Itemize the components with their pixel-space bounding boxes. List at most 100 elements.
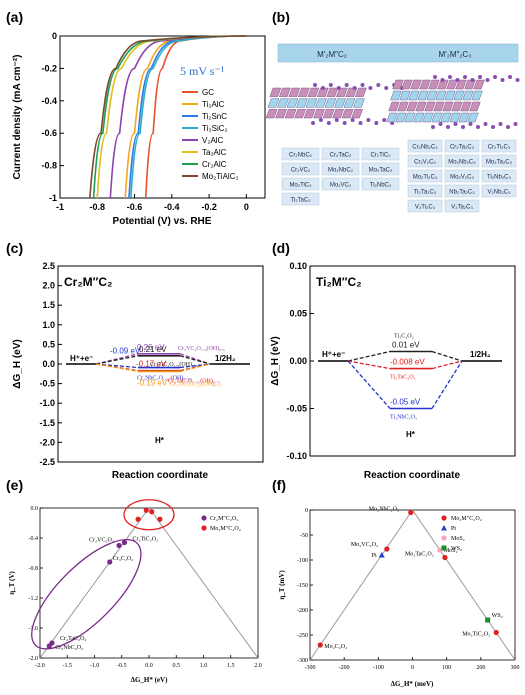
- panel-a-legend-label: GC: [202, 88, 214, 97]
- panel-c-letter: (c): [6, 240, 23, 256]
- panel-e-legend: Cr₂M″C₂O₂ Mo₂M″C₂O₂: [201, 515, 241, 532]
- structure-octahedron: [426, 90, 438, 101]
- tile-box: [281, 177, 320, 191]
- structure-octahedron: [392, 79, 404, 90]
- tile-Nb₂Ta₂C₃: Nb₂Ta₂C₃: [444, 184, 480, 198]
- panel-f-point: [485, 617, 491, 623]
- tile-Cr₂NbC₂: Cr₂NbC₂: [281, 147, 320, 161]
- panel-e-ytick-label: 0.0: [31, 506, 39, 512]
- structure-atom: [513, 122, 518, 126]
- tile-Mo₂V₂C₃: Mo₂V₂C₃: [444, 169, 480, 183]
- panel-f-point: [378, 552, 385, 558]
- structure-octahedron: [404, 112, 416, 123]
- tile-label: Ti₂Nb₂C₃: [487, 175, 511, 181]
- structure-atom: [342, 121, 347, 125]
- panel-b-header-right: M′₂M″₂C₃: [439, 50, 472, 59]
- panel-a-ytick-label: -0.2: [41, 63, 57, 73]
- panel-c: (c) Cr₂M″C₂ 2.5 2.0 1.5 1.0 0.5 0.0 -0.5 -1.0 -1…: [6, 240, 264, 481]
- panel-e-plot: Cr₂VC₂O₂ Cr₂TiC₂O₂ Cr₃C₂O₂ Cr₂TaC₂O₂ Cr₂NbC₂…: [31, 499, 259, 659]
- panel-a-ytick-label: -0.6: [41, 128, 57, 138]
- panel-d-ytick-label: -0.05: [286, 404, 307, 414]
- structure-atom: [358, 121, 363, 125]
- panel-c-species-label: Cr₂TaC₂O₁.₂₅(OH)₀.₇₅: [168, 378, 221, 385]
- panel-d-connector: [347, 360, 391, 370]
- panel-c-value-label: -0.17 eV: [136, 360, 167, 369]
- structure-octahedron: [305, 98, 318, 108]
- structure-octahedron: [296, 98, 308, 108]
- panel-e-ytick-label: -1.2: [29, 596, 39, 602]
- panel-d-value-label: 0.01 eV: [392, 341, 420, 350]
- tile-label: Cr₂NbC₂: [289, 153, 313, 159]
- panel-a: (a) -1 -0.8 -0.6 -0.4 -0.2 0 0 -0.2 -0.4 -0.6 -0.8…: [6, 9, 266, 227]
- panel-f-legend-marker: [441, 535, 447, 541]
- panel-f-point-label: MoS₂: [444, 548, 458, 554]
- structure-octahedron: [440, 112, 452, 123]
- panel-d-ytick-label: 0.00: [289, 356, 307, 366]
- structure-atom: [498, 122, 503, 126]
- structure-atom: [500, 78, 505, 82]
- tile-box: [444, 154, 480, 168]
- panel-f-xlabel: ΔG_H* (meV): [391, 680, 434, 688]
- panel-e-point: [121, 539, 128, 546]
- tile-Cr₂VC₂: Cr₂VC₂: [281, 162, 320, 176]
- structure-octahedron: [431, 112, 443, 123]
- panel-f-ytick-label: -200: [297, 608, 308, 614]
- panel-c-ytick-label: -0.5: [39, 379, 55, 389]
- structure-octahedron: [397, 101, 409, 112]
- structure-atom: [461, 125, 465, 129]
- panel-f-legend-label: Mo₂M″C₂O₂: [451, 516, 482, 522]
- panel-f-ytick-label: -250: [297, 633, 308, 639]
- tile-label: Cr₂Ta₂C₃: [450, 145, 475, 151]
- panel-d-title: Ti₂M″C₂: [316, 275, 362, 289]
- tile-label: Cr₂TaC₂: [330, 153, 352, 159]
- panel-a-ylabel: Current density (mA cm⁻²): [12, 55, 23, 180]
- panel-f-legend-label: WS₂: [451, 546, 462, 552]
- structure-atom: [440, 78, 445, 82]
- panel-a-xlabel: Potential (V) vs. RHE: [113, 216, 212, 227]
- structure-octahedron: [469, 101, 481, 112]
- tile-box: [407, 139, 443, 153]
- tile-label: Mo₂Ti₂C₃: [413, 175, 438, 181]
- panel-c-ytick-label: -1.0: [39, 398, 55, 408]
- panel-e-ytick-label: -0.4: [29, 536, 39, 542]
- panel-e-xtick-label: 0.0: [145, 663, 153, 669]
- structure-octahedron: [460, 101, 472, 112]
- tile-label: Nb₂Ta₂C₃: [449, 190, 475, 196]
- panel-f-point-label: Pt: [372, 553, 377, 559]
- structure-atom: [328, 83, 333, 87]
- panel-f-point: [493, 629, 499, 636]
- tile-Cr₂V₂C₃: Cr₂V₂C₃: [407, 154, 443, 168]
- panel-f-point-label: Mo₂VC₂O₂: [351, 542, 378, 548]
- structure-atom: [493, 75, 497, 79]
- tile-Ti₂Ta₂C₃: Ti₂Ta₂C₃: [407, 184, 443, 198]
- structure-atom: [448, 75, 452, 79]
- panel-b-crystal-structures: [265, 75, 520, 129]
- structure-octahedron: [399, 90, 411, 101]
- tile-box: [481, 139, 517, 153]
- panel-f-legend-marker: [441, 515, 447, 521]
- structure-atom: [506, 125, 510, 129]
- tile-box: [407, 199, 443, 213]
- structure-octahedron: [303, 109, 316, 119]
- structure-atom: [478, 75, 482, 79]
- panel-d-xlabel: Reaction coordinate: [364, 470, 461, 481]
- panel-c-species-label: Cr₂NbC₂O₁.₂₅(OH)₀.₇₅: [137, 375, 191, 382]
- panel-d-connector: [431, 360, 463, 409]
- panel-e-point: [149, 509, 155, 515]
- panel-e-cr-group-ellipse: [31, 538, 142, 650]
- tile-box: [444, 184, 480, 198]
- structure-octahedron: [428, 79, 440, 90]
- structure-octahedron: [351, 109, 363, 119]
- structure-octahedron: [269, 87, 282, 97]
- tile-label: Mo₂Ta₂C₃: [486, 160, 513, 166]
- panel-e-xtick-label: 0.5: [173, 663, 181, 669]
- structure-atom: [483, 122, 488, 126]
- structure-atom: [431, 125, 435, 129]
- panel-c-connector: [95, 355, 139, 365]
- tile-V₂Ta₂C₃: V₂Ta₂C₃: [444, 199, 480, 213]
- panel-d-species-label: Ti₂TaC₂O₂: [390, 375, 416, 381]
- structure-octahedron: [395, 112, 407, 123]
- structure-atom: [515, 78, 520, 82]
- tile-label: Cr₂V₂C₃: [414, 160, 436, 166]
